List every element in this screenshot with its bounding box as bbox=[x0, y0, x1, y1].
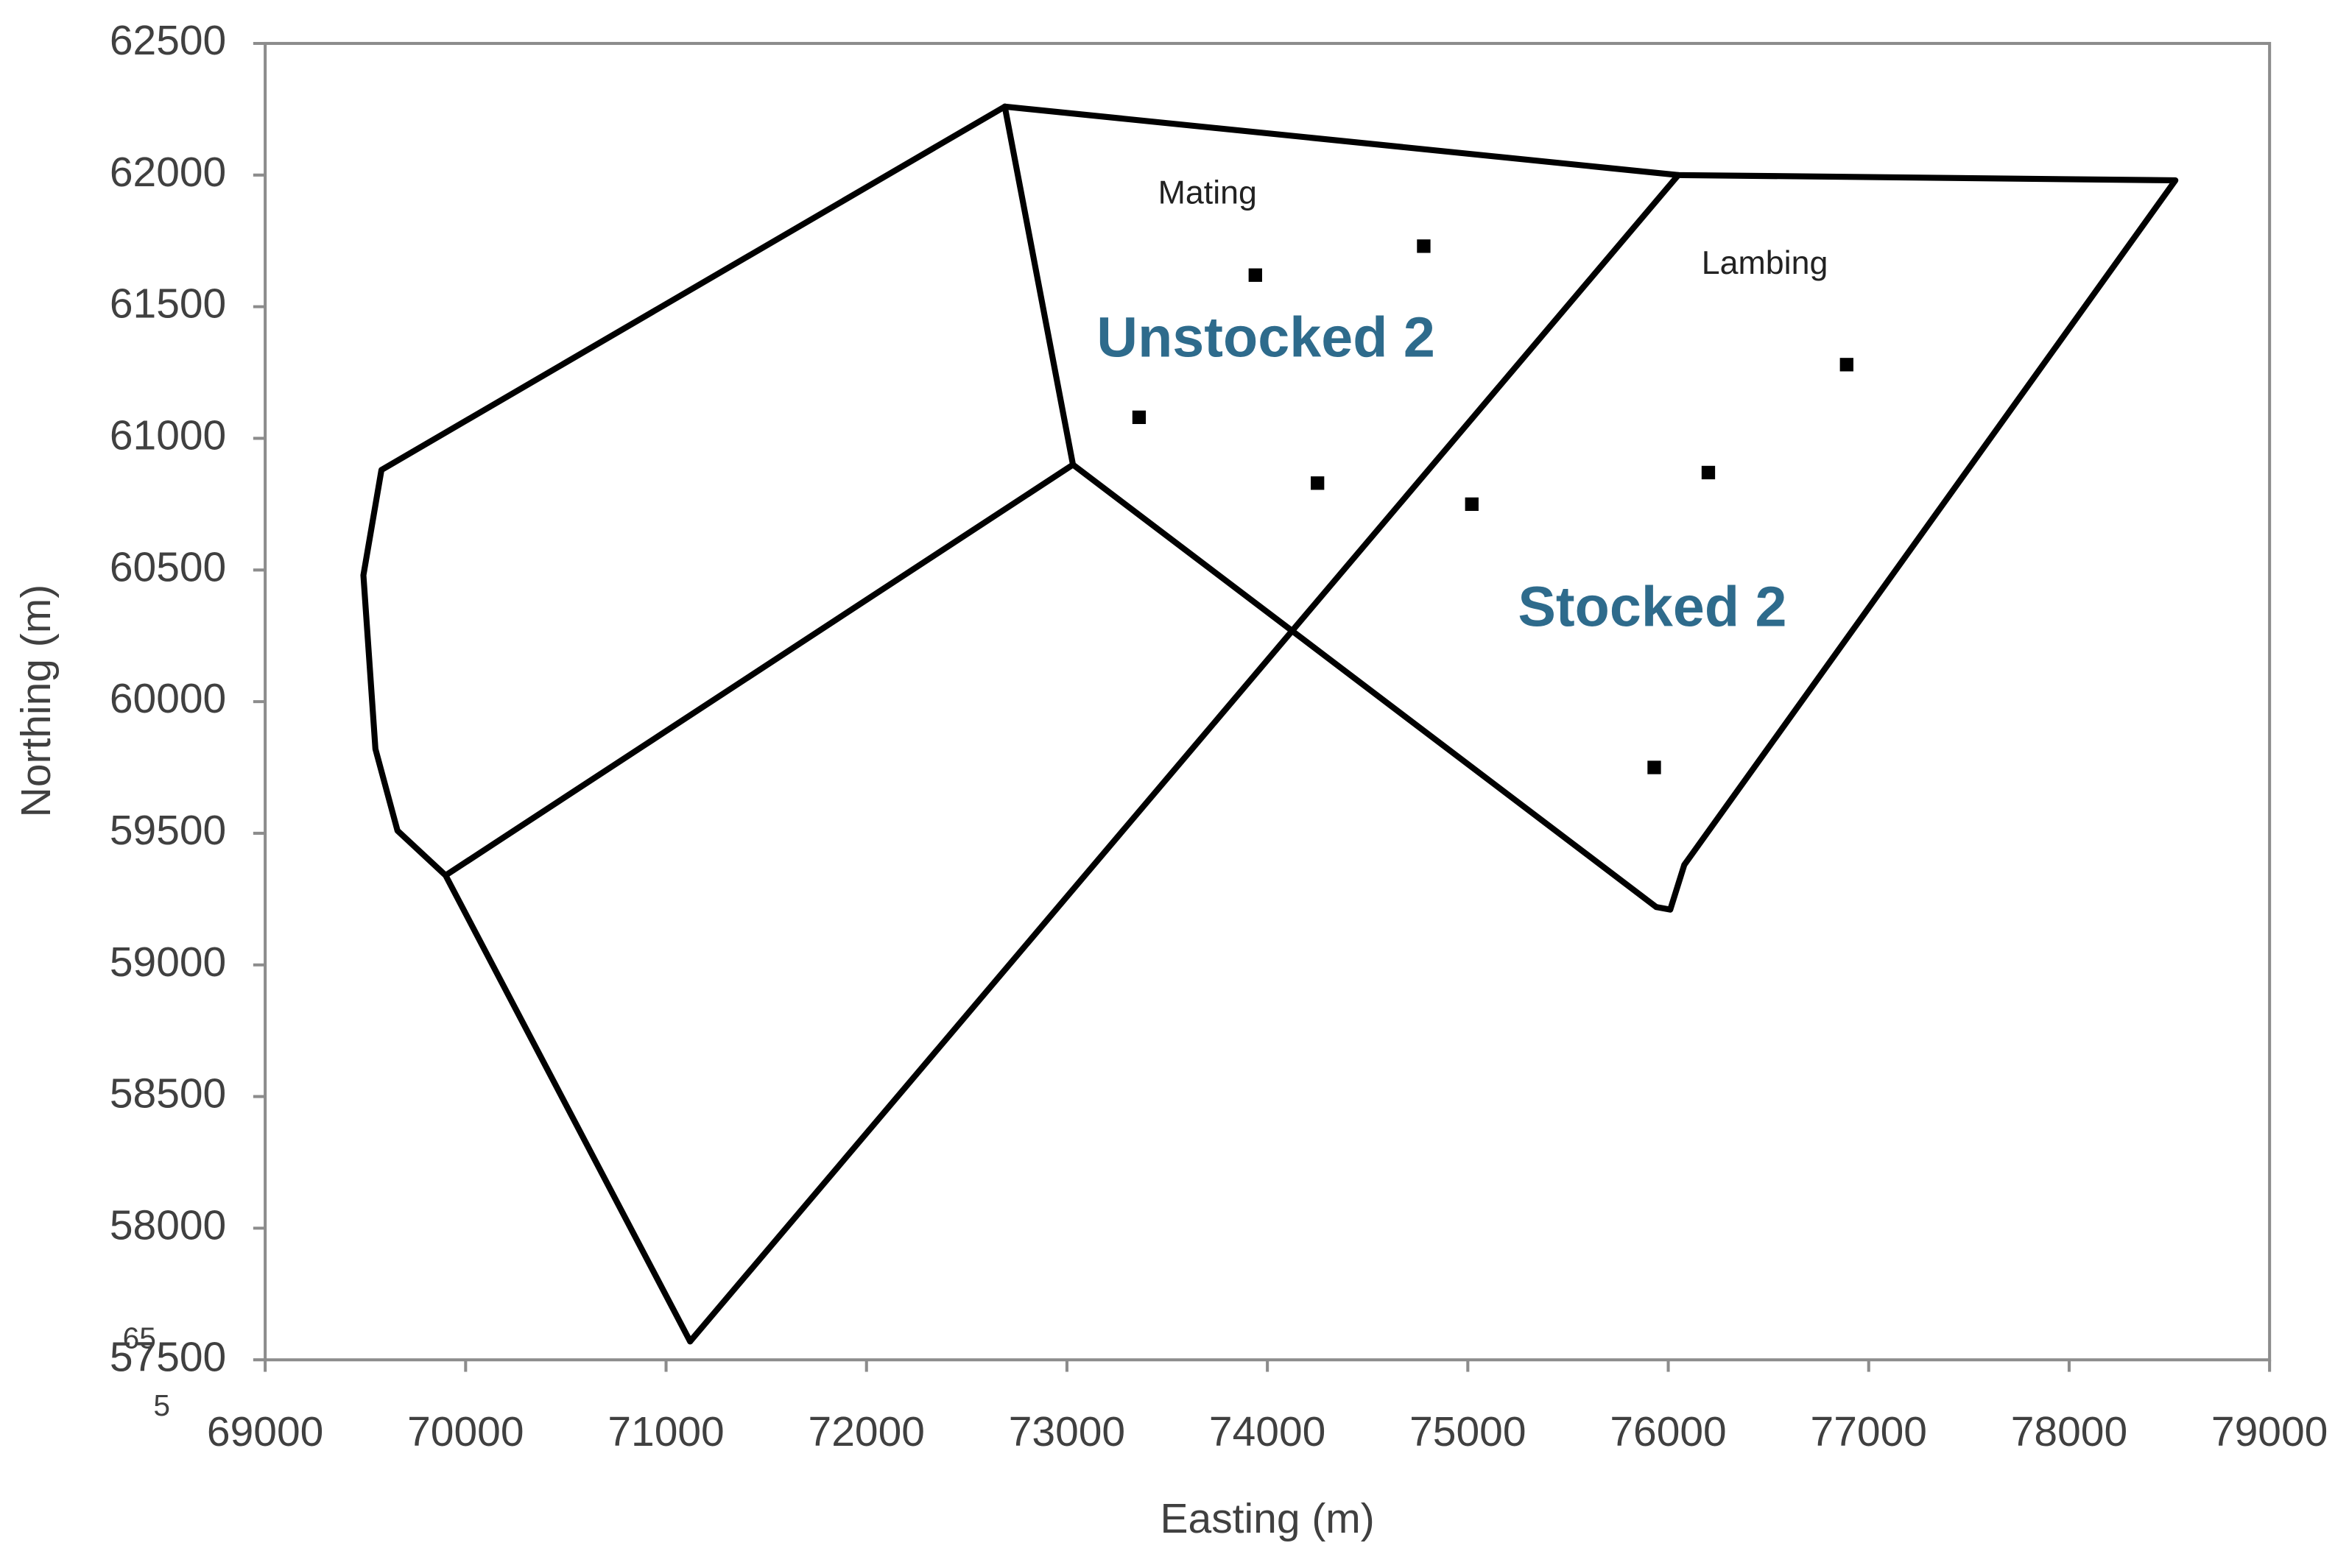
boundary-line bbox=[687, 172, 1682, 1345]
annotation: Lambing bbox=[1702, 244, 1828, 281]
sample-point bbox=[1839, 358, 1853, 372]
sample-point bbox=[1701, 465, 1716, 480]
y-tick-label: 60500 bbox=[110, 543, 226, 590]
y-tick-label: 58500 bbox=[110, 1070, 226, 1117]
x-tick-label: 69000 bbox=[207, 1408, 323, 1455]
x-tick-label: 70000 bbox=[407, 1408, 524, 1455]
x-tick-label: 77000 bbox=[1811, 1408, 1927, 1455]
x-tick-label: 79000 bbox=[2211, 1408, 2328, 1455]
y-tick-label: 62500 bbox=[110, 17, 226, 64]
x-tick-label: 72000 bbox=[809, 1408, 925, 1455]
annotation: Stocked 2 bbox=[1518, 575, 1786, 638]
x-axis-label: Easting (m) bbox=[1161, 1495, 1375, 1542]
x-tick-label: 76000 bbox=[1610, 1408, 1726, 1455]
y-tick-label: 60000 bbox=[110, 675, 226, 722]
y-axis-label: Northing (m) bbox=[13, 585, 60, 817]
x-tick-label: 71000 bbox=[608, 1408, 724, 1455]
sample-point bbox=[1647, 760, 1661, 774]
boundary-line bbox=[1001, 103, 1077, 468]
annotation: 65 bbox=[123, 1321, 156, 1355]
x-tick-label: 75000 bbox=[1409, 1408, 1526, 1455]
sample-point bbox=[1417, 239, 1431, 253]
sample-point bbox=[1465, 497, 1479, 512]
y-tick-label: 61500 bbox=[110, 280, 226, 328]
y-tick-label: 59000 bbox=[110, 939, 226, 986]
boundary-line bbox=[443, 462, 1077, 879]
sample-point bbox=[1248, 268, 1262, 282]
annotation: 5 bbox=[153, 1388, 170, 1422]
y-tick-label: 61000 bbox=[110, 412, 226, 459]
annotation: Mating bbox=[1158, 174, 1257, 211]
x-tick-label: 78000 bbox=[2011, 1408, 2127, 1455]
y-tick-label: 57500 bbox=[110, 1333, 226, 1380]
y-tick-label: 59500 bbox=[110, 807, 226, 854]
y-tick-label: 58000 bbox=[110, 1201, 226, 1249]
boundary-line bbox=[1001, 103, 2179, 913]
annotation: Unstocked 2 bbox=[1096, 306, 1435, 369]
x-tick-label: 74000 bbox=[1209, 1408, 1325, 1455]
x-tick-label: 73000 bbox=[1009, 1408, 1125, 1455]
boundary-line bbox=[1070, 462, 1660, 911]
y-tick-label: 62000 bbox=[110, 149, 226, 196]
sample-point bbox=[1132, 410, 1147, 425]
sample-point bbox=[1311, 476, 1325, 490]
